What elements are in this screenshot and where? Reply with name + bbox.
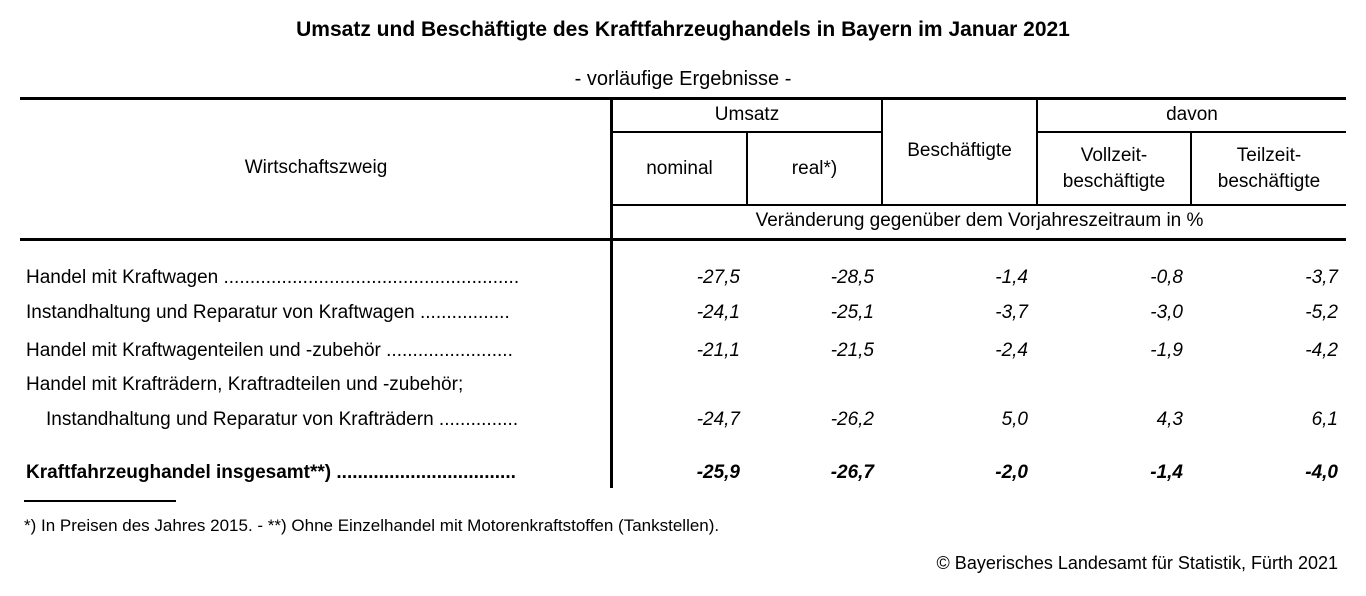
footnote-rule xyxy=(24,500,176,502)
table-subtitle: - vorläufige Ergebnisse - xyxy=(574,68,792,90)
row-label: Handel mit Kraftwagenteilen und -zubehör… xyxy=(26,340,513,361)
header-davon: davon xyxy=(1166,104,1218,125)
total-real: -26,7 xyxy=(830,462,874,483)
total-teilzeit: -4,0 xyxy=(1305,462,1338,483)
total-nominal: -25,9 xyxy=(696,462,740,483)
cell-nominal: -24,7 xyxy=(696,409,740,430)
cell-real: -28,5 xyxy=(830,267,874,288)
row-label: Instandhaltung und Reparatur von Krafträ… xyxy=(46,409,519,430)
cell-beschaeftigte: -3,7 xyxy=(995,302,1028,323)
footnote: *) In Preisen des Jahres 2015. - **) Ohn… xyxy=(24,516,720,535)
header-real: real*) xyxy=(791,158,838,179)
cell-beschaeftigte: 5,0 xyxy=(1001,409,1028,430)
header-wirtschaftszweig: Wirtschaftszweig xyxy=(244,157,388,178)
vollzeit-teilzeit-divider xyxy=(1190,131,1192,204)
header-vollzeit-line2: beschäftigte xyxy=(1062,171,1166,192)
cell-beschaeftigte: -2,4 xyxy=(995,340,1028,361)
row-label-line1: Handel mit Krafträdern, Kraftradteilen u… xyxy=(26,374,464,395)
header-vollzeit: Vollzeit- beschäftigte xyxy=(1038,143,1190,195)
top-rule xyxy=(20,97,1346,100)
umsatz-beschaeftigte-divider xyxy=(881,97,883,204)
header-beschaeftigte: Beschäftigte xyxy=(907,140,1012,161)
total-beschaeftigte: -2,0 xyxy=(995,462,1028,483)
header-bottom-rule xyxy=(20,238,1346,241)
header-teilzeit-line1: Teilzeit- xyxy=(1236,145,1302,166)
cell-real: -21,5 xyxy=(830,340,874,361)
units-rule xyxy=(612,204,1346,206)
header-vollzeit-line1: Vollzeit- xyxy=(1080,145,1148,166)
cell-teilzeit: -5,2 xyxy=(1305,302,1338,323)
total-vollzeit: -1,4 xyxy=(1150,462,1183,483)
cell-nominal: -24,1 xyxy=(696,302,740,323)
header-veraenderung: Veränderung gegenüber dem Vorjahreszeitr… xyxy=(755,210,1204,231)
cell-teilzeit: 6,1 xyxy=(1311,409,1338,430)
cell-nominal: -27,5 xyxy=(696,267,740,288)
cell-vollzeit: -1,9 xyxy=(1150,340,1183,361)
label-column-divider xyxy=(610,97,613,488)
header-nominal: nominal xyxy=(646,158,713,179)
row-label: Instandhaltung und Reparatur von Kraftwa… xyxy=(26,302,510,323)
header-teilzeit: Teilzeit- beschäftigte xyxy=(1192,143,1346,195)
cell-vollzeit: -3,0 xyxy=(1150,302,1183,323)
cell-vollzeit: 4,3 xyxy=(1156,409,1183,430)
cell-teilzeit: -4,2 xyxy=(1305,340,1338,361)
header-umsatz: Umsatz xyxy=(714,104,780,125)
cell-teilzeit: -3,7 xyxy=(1305,267,1338,288)
beschaeftigte-davon-divider xyxy=(1036,97,1038,204)
cell-real: -25,1 xyxy=(830,302,874,323)
table-title: Umsatz und Beschäftigte des Kraftfahrzeu… xyxy=(296,18,1070,41)
nominal-real-divider xyxy=(746,131,748,204)
row-label: Handel mit Kraftwagen ..................… xyxy=(26,267,520,288)
copyright: © Bayerisches Landesamt für Statistik, F… xyxy=(936,553,1338,573)
cell-nominal: -21,1 xyxy=(696,340,740,361)
header-teilzeit-line2: beschäftigte xyxy=(1217,171,1321,192)
total-row-label: Kraftfahrzeughandel insgesamt**) .......… xyxy=(26,462,516,483)
cell-beschaeftigte: -1,4 xyxy=(995,267,1028,288)
cell-vollzeit: -0,8 xyxy=(1150,267,1183,288)
cell-real: -26,2 xyxy=(830,409,874,430)
